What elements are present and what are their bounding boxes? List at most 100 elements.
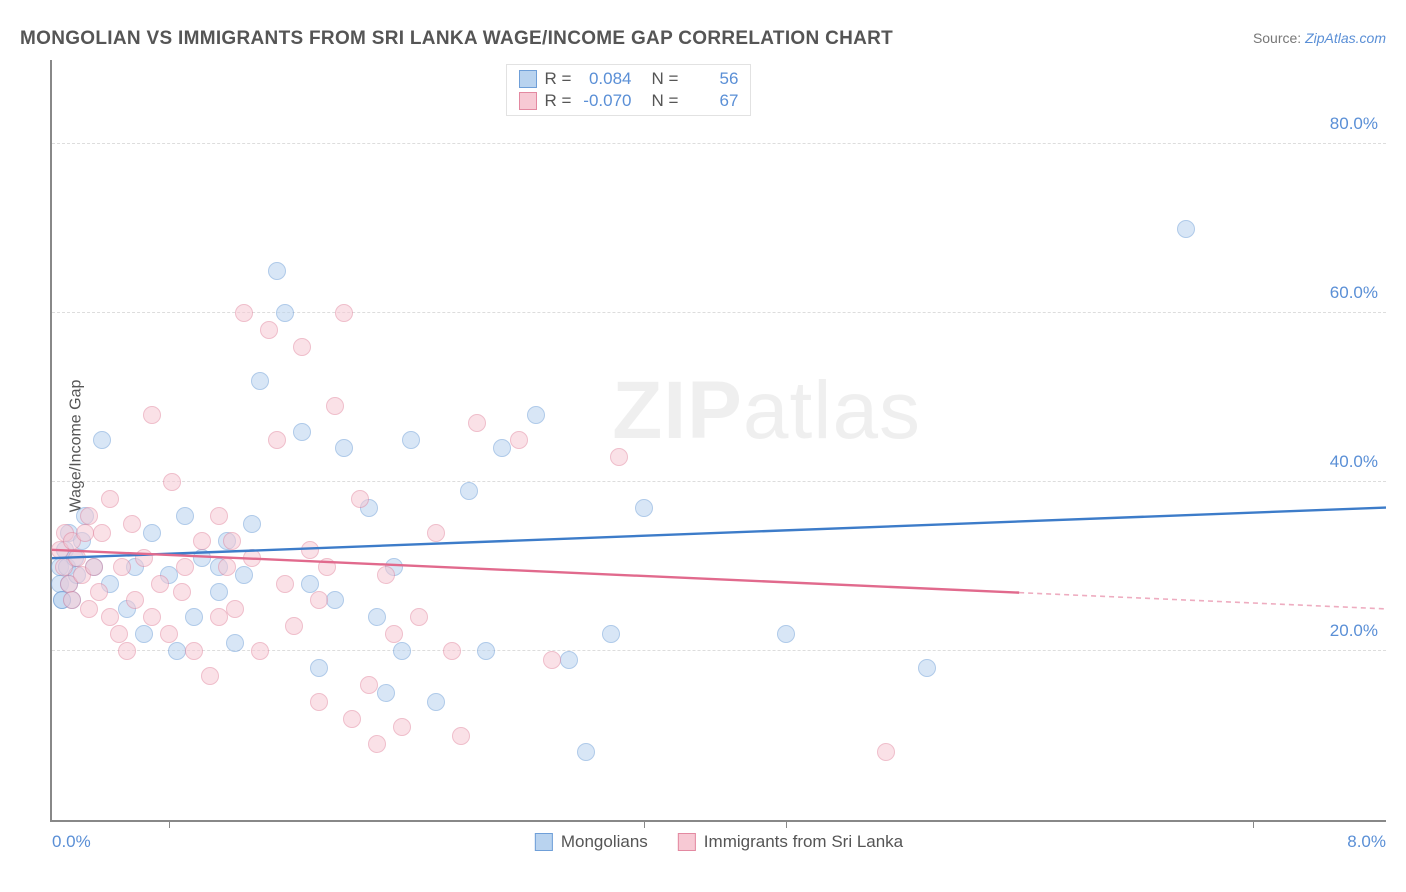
- scatter-point-srilanka: [235, 304, 253, 322]
- scatter-point-srilanka: [410, 608, 428, 626]
- scatter-point-srilanka: [351, 490, 369, 508]
- scatter-point-mongolians: [235, 566, 253, 584]
- scatter-point-srilanka: [123, 515, 141, 533]
- scatter-point-mongolians: [135, 625, 153, 643]
- legend-row-mongolians: R = 0.084 N = 56: [519, 68, 739, 90]
- legend-row-srilanka: R = -0.070 N = 67: [519, 90, 739, 112]
- scatter-point-mongolians: [402, 431, 420, 449]
- scatter-point-srilanka: [193, 532, 211, 550]
- scatter-point-srilanka: [93, 524, 111, 542]
- scatter-point-mongolians: [210, 583, 228, 601]
- scatter-point-mongolians: [168, 642, 186, 660]
- scatter-point-srilanka: [377, 566, 395, 584]
- scatter-point-srilanka: [151, 575, 169, 593]
- scatter-point-mongolians: [635, 499, 653, 517]
- source-attribution: Source: ZipAtlas.com: [1253, 30, 1386, 46]
- scatter-point-srilanka: [80, 600, 98, 618]
- scatter-point-mongolians: [276, 304, 294, 322]
- scatter-point-srilanka: [443, 642, 461, 660]
- n-value-srilanka: 67: [686, 90, 738, 112]
- scatter-point-mongolians: [527, 406, 545, 424]
- scatter-point-srilanka: [260, 321, 278, 339]
- scatter-point-mongolians: [393, 642, 411, 660]
- y-tick-label: 80.0%: [1330, 114, 1378, 134]
- scatter-point-mongolians: [293, 423, 311, 441]
- y-tick-label: 40.0%: [1330, 452, 1378, 472]
- scatter-point-srilanka: [118, 642, 136, 660]
- scatter-point-srilanka: [185, 642, 203, 660]
- scatter-point-srilanka: [176, 558, 194, 576]
- scatter-point-srilanka: [285, 617, 303, 635]
- n-label: N =: [651, 68, 678, 90]
- scatter-point-srilanka: [301, 541, 319, 559]
- correlation-legend: R = 0.084 N = 56 R = -0.070 N = 67: [506, 64, 752, 116]
- chart-title: MONGOLIAN VS IMMIGRANTS FROM SRI LANKA W…: [20, 28, 893, 50]
- scatter-point-mongolians: [335, 439, 353, 457]
- source-prefix: Source:: [1253, 30, 1305, 46]
- scatter-point-srilanka: [160, 625, 178, 643]
- scatter-point-mongolians: [226, 634, 244, 652]
- scatter-point-mongolians: [251, 372, 269, 390]
- r-value-srilanka: -0.070: [579, 90, 631, 112]
- scatter-point-srilanka: [427, 524, 445, 542]
- scatter-point-srilanka: [368, 735, 386, 753]
- scatter-point-srilanka: [276, 575, 294, 593]
- scatter-point-mongolians: [176, 507, 194, 525]
- scatter-point-mongolians: [185, 608, 203, 626]
- scatter-point-srilanka: [101, 608, 119, 626]
- scatter-point-srilanka: [335, 304, 353, 322]
- scatter-point-mongolians: [560, 651, 578, 669]
- scatter-point-srilanka: [360, 676, 378, 694]
- scatter-point-srilanka: [80, 507, 98, 525]
- scatter-point-srilanka: [110, 625, 128, 643]
- regression-lines: [52, 60, 1386, 820]
- scatter-point-srilanka: [343, 710, 361, 728]
- y-tick-label: 20.0%: [1330, 621, 1378, 641]
- scatter-point-mongolians: [460, 482, 478, 500]
- scatter-point-srilanka: [510, 431, 528, 449]
- legend-label-mongolians: Mongolians: [561, 832, 648, 852]
- scatter-point-mongolians: [368, 608, 386, 626]
- x-axis-max-label: 8.0%: [1347, 832, 1386, 852]
- source-link[interactable]: ZipAtlas.com: [1305, 30, 1386, 46]
- scatter-point-srilanka: [135, 549, 153, 567]
- scatter-point-mongolians: [143, 524, 161, 542]
- scatter-point-mongolians: [326, 591, 344, 609]
- scatter-plot: ZIPatlas R = 0.084 N = 56 R = -0.070 N =…: [50, 60, 1386, 822]
- scatter-point-srilanka: [452, 727, 470, 745]
- scatter-point-mongolians: [93, 431, 111, 449]
- scatter-point-srilanka: [210, 608, 228, 626]
- swatch-mongolians-bottom: [535, 833, 553, 851]
- legend-label-srilanka: Immigrants from Sri Lanka: [704, 832, 903, 852]
- scatter-point-srilanka: [90, 583, 108, 601]
- scatter-point-srilanka: [226, 600, 244, 618]
- scatter-point-srilanka: [126, 591, 144, 609]
- scatter-point-mongolians: [243, 515, 261, 533]
- y-tick-label: 60.0%: [1330, 283, 1378, 303]
- scatter-point-srilanka: [143, 608, 161, 626]
- scatter-point-mongolians: [427, 693, 445, 711]
- scatter-point-srilanka: [68, 549, 86, 567]
- scatter-point-srilanka: [318, 558, 336, 576]
- scatter-point-srilanka: [218, 558, 236, 576]
- scatter-point-srilanka: [101, 490, 119, 508]
- scatter-point-srilanka: [310, 591, 328, 609]
- scatter-point-srilanka: [63, 591, 81, 609]
- legend-item-srilanka: Immigrants from Sri Lanka: [678, 832, 903, 852]
- r-value-mongolians: 0.084: [579, 68, 631, 90]
- gridline-h: [52, 143, 1386, 144]
- scatter-point-srilanka: [310, 693, 328, 711]
- scatter-point-srilanka: [76, 524, 94, 542]
- scatter-point-srilanka: [268, 431, 286, 449]
- scatter-point-mongolians: [268, 262, 286, 280]
- scatter-point-srilanka: [251, 642, 269, 660]
- scatter-point-mongolians: [918, 659, 936, 677]
- scatter-point-srilanka: [201, 667, 219, 685]
- scatter-point-srilanka: [243, 549, 261, 567]
- legend-item-mongolians: Mongolians: [535, 832, 648, 852]
- scatter-point-mongolians: [193, 549, 211, 567]
- swatch-srilanka: [519, 92, 537, 110]
- scatter-point-mongolians: [777, 625, 795, 643]
- swatch-srilanka-bottom: [678, 833, 696, 851]
- scatter-point-srilanka: [210, 507, 228, 525]
